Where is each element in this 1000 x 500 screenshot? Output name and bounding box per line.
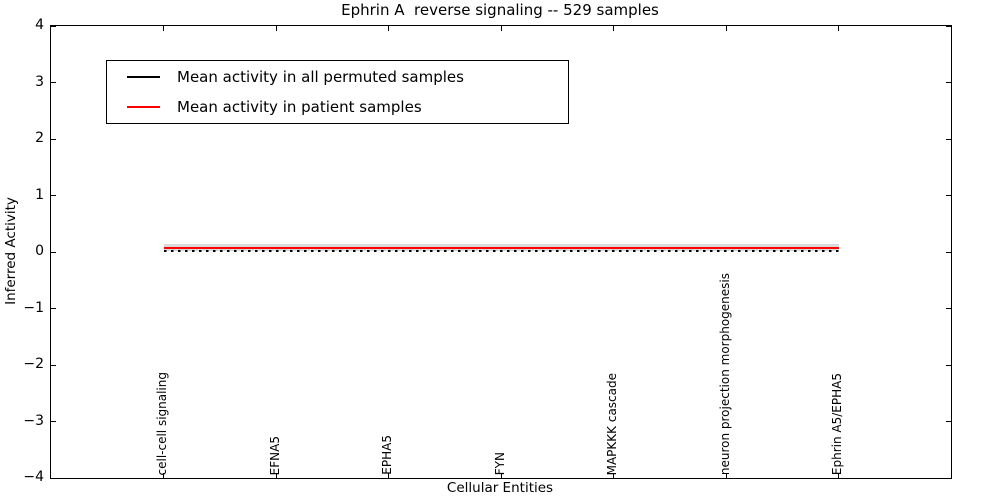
y-tick-left: [51, 364, 56, 366]
x-tick-top: [275, 26, 277, 31]
y-tick-left: [51, 25, 56, 27]
legend-label-patient: Mean activity in patient samples: [177, 97, 422, 116]
y-tick-right: [946, 477, 951, 479]
legend-entry-patient: Mean activity in patient samples: [107, 94, 568, 120]
y-tick-left: [51, 308, 56, 309]
x-tick-top: [613, 26, 614, 31]
x-tick-bottom: [613, 473, 614, 478]
y-tick-right: [946, 364, 951, 366]
y-tick-label: 2: [35, 130, 44, 146]
patient-line-swatch: [127, 105, 160, 108]
y-tick-label: −3: [23, 412, 44, 429]
y-tick-label: 3: [35, 73, 44, 90]
legend-label-permuted: Mean activity in all permuted samples: [177, 68, 464, 87]
x-tick-label: EPHA5: [380, 435, 394, 475]
x-tick-bottom: [500, 473, 502, 478]
patient-mean-line: [163, 247, 839, 250]
x-tick-bottom: [725, 473, 727, 478]
y-tick-left: [51, 251, 56, 253]
y-tick-left: [51, 82, 56, 83]
permuted-mean-line: [163, 249, 839, 252]
x-tick-label: Ephrin A5/EPHA5: [830, 372, 844, 475]
y-tick-label: 1: [35, 186, 44, 203]
y-tick-right: [946, 25, 951, 27]
y-tick-right: [946, 251, 951, 253]
chart-title: Ephrin A reverse signaling -- 529 sample…: [341, 1, 659, 19]
legend-entry-permuted: Mean activity in all permuted samples: [107, 64, 568, 90]
plot-area: cell-cell signaling EFNA5 EPHA5 FYN MAPKKK c…: [50, 25, 952, 479]
x-tick-top: [838, 26, 839, 31]
x-tick-bottom: [388, 473, 389, 478]
x-tick-label: EFNA5: [267, 435, 282, 475]
y-tick-label: 4: [35, 17, 44, 33]
legend: Mean activity in all permuted samples Me…: [106, 60, 569, 124]
y-tick-left: [51, 477, 56, 479]
x-tick-top: [500, 26, 502, 31]
x-tick-label: cell-cell signaling: [155, 371, 169, 476]
x-tick-bottom: [838, 473, 839, 478]
y-tick-right: [946, 308, 951, 309]
x-tick-label: neuron projection morphogenesis: [717, 272, 732, 475]
y-tick-label: 0: [35, 243, 44, 259]
permuted-line-swatch: [127, 76, 160, 79]
y-tick-right: [946, 138, 951, 140]
y-tick-right: [946, 421, 951, 422]
x-tick-label: MAPKKK cascade: [605, 372, 619, 475]
y-tick-right: [946, 195, 951, 196]
y-tick-right: [946, 82, 951, 83]
y-tick-label: −1: [23, 299, 44, 316]
x-tick-bottom: [275, 473, 277, 478]
y-tick-label: −4: [23, 469, 44, 485]
y-tick-left: [51, 195, 56, 196]
y-tick-left: [51, 138, 56, 140]
x-tick-top: [163, 26, 164, 31]
y-tick-left: [51, 421, 56, 422]
y-tick-label: −2: [23, 356, 44, 372]
x-tick-bottom: [163, 473, 164, 478]
x-tick-top: [388, 26, 389, 31]
x-tick-top: [725, 26, 727, 31]
x-tick-label: FYN: [492, 451, 507, 475]
x-axis-label: Cellular Entities: [446, 480, 554, 496]
